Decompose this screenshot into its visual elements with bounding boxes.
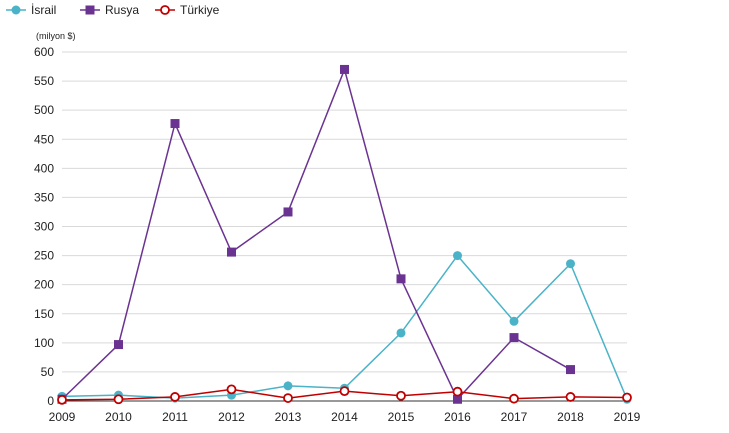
- series-1-point-2017: [509, 316, 519, 326]
- x-tick-label-2012: 2012: [218, 410, 245, 424]
- series-2-point-2015: [396, 274, 406, 284]
- legend-item-1: İsrail: [6, 3, 56, 17]
- x-tick-label-2014: 2014: [331, 410, 358, 424]
- x-tick-label-2013: 2013: [275, 410, 302, 424]
- series-3-point-2015: [396, 390, 406, 401]
- series-2-point-2011: [170, 119, 180, 129]
- x-tick-label-2010: 2010: [105, 410, 132, 424]
- series-1-point-2016: [453, 251, 462, 261]
- y-tick-label-200: 200: [34, 278, 54, 292]
- y-tick-label-50: 50: [41, 365, 55, 379]
- legend-marker-1: [11, 5, 21, 15]
- x-tick-label-2018: 2018: [557, 410, 584, 424]
- series-3-point-2018: [565, 392, 576, 402]
- series-lines: [61, 68, 628, 401]
- x-tick-label-2009: 2009: [49, 410, 76, 424]
- series-2-point-2012: [227, 247, 236, 257]
- y-tick-label-250: 250: [34, 249, 54, 263]
- series-2-line: [61, 68, 571, 401]
- series-3-point-2016: [452, 386, 463, 397]
- y-tick-label-150: 150: [34, 307, 54, 321]
- legend-label-2: Rusya: [105, 3, 139, 17]
- series-3-point-2012: [226, 384, 237, 395]
- series-3-point-2019: [622, 392, 632, 403]
- y-tick-label-400: 400: [34, 161, 54, 175]
- unit-label: (milyon $): [36, 31, 76, 41]
- legend-label-3: Türkiye: [180, 3, 220, 17]
- series-2-point-2014: [340, 64, 349, 74]
- series-markers: [57, 64, 632, 405]
- y-tick-label-0: 0: [47, 394, 54, 408]
- grid: [62, 51, 627, 373]
- series-2-point-2010: [114, 340, 123, 350]
- series-3-point-2017: [509, 393, 519, 404]
- x-axis-ticks: 2009 2010 2011 2012 2013 2014 2015 2016 2017 2018…: [49, 410, 641, 424]
- x-tick-label-2011: 2011: [162, 410, 188, 424]
- series-2-point-2018: [566, 365, 575, 375]
- x-tick-label-2015: 2015: [388, 410, 415, 424]
- legend-label-1: İsrail: [31, 3, 56, 17]
- x-tick-label-2019: 2019: [614, 410, 641, 424]
- y-tick-label-500: 500: [34, 103, 54, 117]
- legend-item-2: Rusya: [80, 3, 139, 17]
- x-tick-label-2017: 2017: [501, 410, 528, 424]
- y-tick-label-450: 450: [34, 132, 54, 146]
- legend: İsrail Rusya Türkiye: [6, 3, 220, 17]
- series-2-point-2016: [453, 394, 462, 404]
- series-3-point-2011: [170, 392, 180, 402]
- y-tick-label-100: 100: [34, 336, 54, 350]
- series-1-line: [61, 254, 628, 400]
- series-3-point-2009: [57, 394, 67, 405]
- series-3-point-2014: [339, 386, 350, 397]
- series-2-point-2013: [283, 207, 293, 217]
- x-tick-label-2016: 2016: [444, 410, 471, 424]
- series-1-point-2018: [566, 259, 575, 269]
- y-tick-label-550: 550: [34, 74, 54, 88]
- y-tick-label-300: 300: [34, 220, 54, 234]
- y-tick-label-350: 350: [34, 190, 54, 204]
- series-1-point-2013: [283, 381, 293, 391]
- series-3-point-2013: [283, 393, 293, 403]
- series-1-point-2015: [396, 328, 406, 338]
- y-tick-label-600: 600: [34, 45, 54, 59]
- y-axis-ticks: 0 50 100 150 200 250 300 350 400 450 500 550 600: [34, 45, 54, 408]
- legend-item-3: Türkiye: [155, 3, 220, 17]
- series-3-point-2010: [113, 394, 124, 405]
- legend-marker-2: [85, 5, 95, 15]
- series-2-point-2017: [509, 333, 519, 343]
- legend-marker-3: [160, 5, 170, 15]
